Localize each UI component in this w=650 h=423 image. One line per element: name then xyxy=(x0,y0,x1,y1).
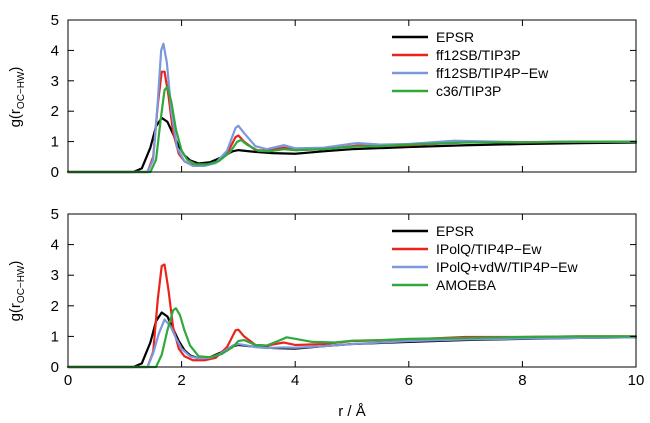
series-line-2 xyxy=(66,318,638,369)
series-line-3 xyxy=(66,85,638,174)
y-tick-label: 1 xyxy=(51,134,59,151)
legend-label: ff12SB/TIP4P−Ew xyxy=(436,65,549,81)
legend-label: EPSR xyxy=(436,223,474,239)
legend-label: AMOEBA xyxy=(436,277,497,293)
y-tick-label: 3 xyxy=(51,73,59,90)
y-tick-label: 1 xyxy=(51,328,59,345)
panel-bottom: 0 1 2 3 4 5 0 2 4 6 8 10 EPSR IPolQ/TIP4P−Ew IPolQ+vdW… xyxy=(51,206,645,389)
series-line-3 xyxy=(66,307,638,369)
legend-label: EPSR xyxy=(436,29,474,45)
x-tick-label: 6 xyxy=(405,372,413,389)
panel-top: 0 1 2 3 4 5 EPSR ff12SB/TIP3P ff12SB/TIP4P−Ew c36… xyxy=(51,12,638,181)
legend: EPSR ff12SB/TIP3P ff12SB/TIP4P−Ew c36/TIP3P xyxy=(392,29,549,99)
x-tick-label: 2 xyxy=(177,372,185,389)
y-tick-label: 5 xyxy=(51,206,59,223)
y-axis-label-bottom: g(rOC−HW) xyxy=(7,261,27,322)
series-group xyxy=(66,263,638,369)
y-tick-label: 0 xyxy=(51,359,59,376)
plot-frame xyxy=(67,19,637,173)
x-tick-label: 10 xyxy=(628,372,645,389)
legend-label: IPolQ+vdW/TIP4P−Ew xyxy=(436,259,578,275)
x-tick-label: 0 xyxy=(64,372,72,389)
plot-frame xyxy=(67,213,637,368)
x-tick-label: 4 xyxy=(291,372,299,389)
y-tick-label: 5 xyxy=(51,12,59,29)
y-axis-label-top: g(rOC−HW) xyxy=(7,67,27,128)
y-tick-label: 2 xyxy=(51,298,59,315)
legend-label: c36/TIP3P xyxy=(436,83,501,99)
y-tick-label: 4 xyxy=(51,42,59,59)
series-group xyxy=(66,42,638,174)
y-tick-label: 3 xyxy=(51,267,59,284)
legend-label: ff12SB/TIP3P xyxy=(436,47,521,63)
x-axis-label: r / Å xyxy=(338,403,366,420)
y-tick-label: 0 xyxy=(51,164,59,181)
legend-label: IPolQ/TIP4P−Ew xyxy=(436,241,542,257)
series-line-2 xyxy=(66,42,638,174)
legend: EPSR IPolQ/TIP4P−Ew IPolQ+vdW/TIP4P−Ew AMOE… xyxy=(392,223,578,293)
y-tick-label: 2 xyxy=(51,103,59,120)
y-tick-label: 4 xyxy=(51,237,59,254)
x-tick-label: 8 xyxy=(518,372,526,389)
